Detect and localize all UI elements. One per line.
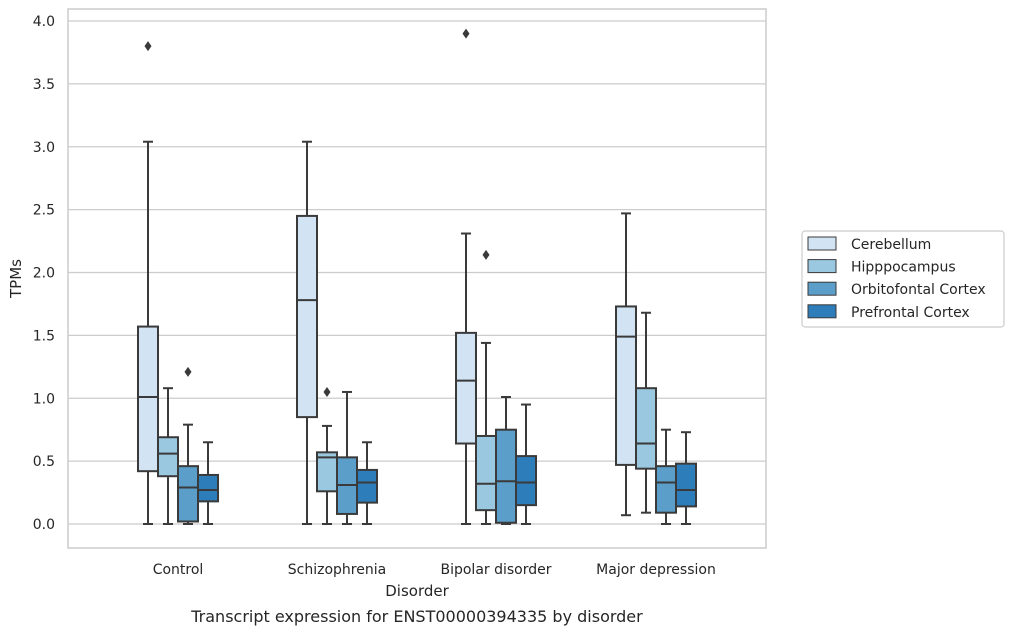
boxplot-control-2 bbox=[177, 366, 199, 525]
y-tick-label: 2.0 bbox=[33, 266, 55, 282]
boxplot-bipolar-disorder-0 bbox=[455, 28, 477, 525]
boxplot-bipolar-disorder-1 bbox=[475, 249, 497, 525]
boxplots bbox=[137, 28, 697, 525]
y-tick-label: 0.0 bbox=[33, 517, 55, 533]
boxplot-major-depression-1 bbox=[635, 311, 657, 514]
plot-area-frame bbox=[67, 8, 767, 549]
y-tick-label: 0.5 bbox=[33, 454, 55, 470]
legend-swatch bbox=[807, 236, 837, 251]
boxplot-schizophrenia-2 bbox=[336, 390, 358, 525]
box-iqr bbox=[197, 473, 219, 503]
outlier-marker bbox=[482, 249, 490, 260]
boxplot-bipolar-disorder-3 bbox=[515, 403, 537, 525]
y-tick-label: 1.5 bbox=[33, 328, 55, 344]
box-iqr bbox=[515, 455, 537, 507]
outlier-marker bbox=[323, 386, 331, 397]
box-iqr bbox=[356, 468, 378, 504]
box-iqr bbox=[455, 331, 477, 445]
x-axis-ticks: Control Schizophrenia Bipolar disorder Majo… bbox=[153, 562, 716, 578]
legend-label: Cerebellum bbox=[851, 237, 931, 253]
legend-swatch bbox=[807, 281, 837, 296]
box-iqr bbox=[635, 387, 657, 470]
outlier-marker bbox=[462, 28, 470, 39]
boxplot-control-1 bbox=[157, 387, 179, 525]
outlier-marker bbox=[184, 366, 192, 377]
box-iqr bbox=[495, 428, 517, 524]
x-tick-label: Schizophrenia bbox=[288, 562, 386, 578]
boxplot-major-depression-0 bbox=[615, 212, 637, 517]
legend-label: Prefrontal Cortex bbox=[851, 305, 970, 321]
legend-swatch bbox=[807, 304, 837, 319]
x-tick-label: Bipolar disorder bbox=[440, 562, 551, 578]
y-tick-label: 1.0 bbox=[33, 391, 55, 407]
y-tick-label: 2.5 bbox=[33, 203, 55, 219]
legend-box bbox=[801, 230, 1005, 328]
box-iqr bbox=[137, 325, 159, 473]
box-iqr bbox=[675, 462, 697, 508]
legend-label: Hipppocampus bbox=[851, 260, 956, 276]
legend-label: Orbitofontal Cortex bbox=[851, 282, 986, 298]
x-tick-label: Control bbox=[153, 562, 204, 578]
box-iqr bbox=[655, 465, 677, 514]
legend-swatch bbox=[807, 259, 837, 274]
chart-caption: Transcript expression for ENST0000039433… bbox=[190, 607, 643, 626]
boxplot-bipolar-disorder-2 bbox=[495, 395, 517, 525]
box-iqr bbox=[615, 305, 637, 466]
boxplot-control-0 bbox=[137, 41, 159, 525]
boxplot-major-depression-3 bbox=[675, 431, 697, 525]
box-iqr bbox=[296, 214, 318, 419]
legend: Cerebellum Hipppocampus Orbitofontal Corte… bbox=[801, 230, 1005, 328]
boxplot-major-depression-2 bbox=[655, 428, 677, 525]
y-axis-ticks: 0.0 0.5 1.0 1.5 2.0 2.5 3.0 3.5 4.0 bbox=[33, 14, 55, 533]
box-iqr bbox=[177, 465, 199, 523]
x-tick-label: Major depression bbox=[596, 562, 716, 578]
x-axis-title: Disorder bbox=[385, 582, 449, 600]
y-axis-title: TPMs bbox=[7, 259, 25, 299]
boxplot-schizophrenia-0 bbox=[296, 140, 318, 525]
y-tick-label: 3.5 bbox=[33, 77, 55, 93]
boxplot-schizophrenia-1 bbox=[316, 386, 338, 525]
box-iqr bbox=[157, 436, 179, 478]
y-tick-label: 4.0 bbox=[33, 14, 55, 30]
boxplot-control-3 bbox=[197, 441, 219, 525]
outlier-marker bbox=[144, 41, 152, 52]
gridlines bbox=[68, 20, 766, 525]
y-tick-label: 3.0 bbox=[33, 140, 55, 156]
boxplot-schizophrenia-3 bbox=[356, 441, 378, 525]
box-iqr bbox=[475, 434, 497, 512]
